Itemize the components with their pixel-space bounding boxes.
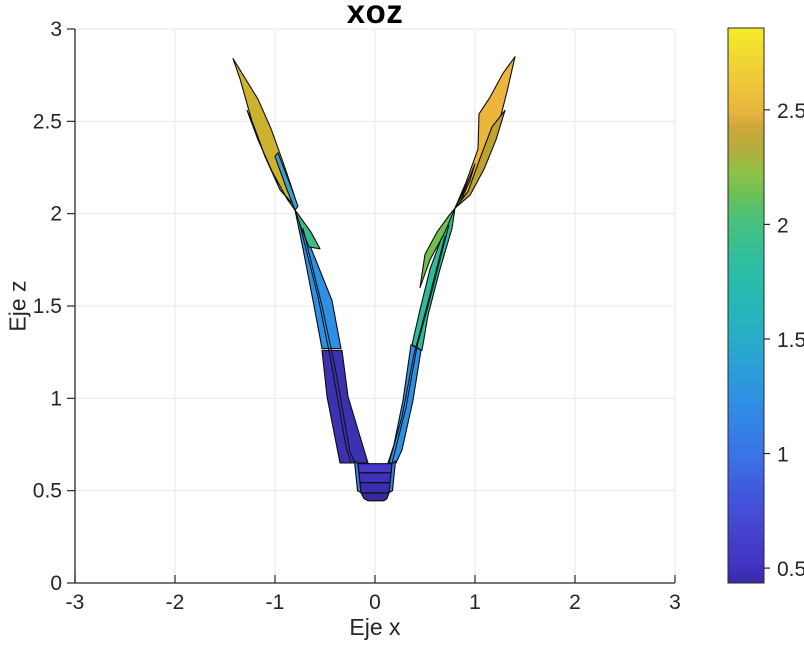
y-tick-label: 1 [50, 387, 62, 410]
y-tick-label: 3 [50, 18, 62, 41]
y-tick-label: 0.5 [33, 480, 62, 503]
surface-patch-right-blade-gold [454, 56, 516, 209]
y-axis-label: Eje z [4, 280, 31, 332]
surface-patch-cup-band-2 [358, 472, 392, 484]
surface-patch-left-blade-cyan-sliver [274, 152, 299, 211]
surface-mesh-line [302, 228, 356, 464]
y-tick-label: 2.5 [33, 110, 62, 133]
surface-patch-right-arm-yellowgreen-patch [419, 207, 456, 289]
colorbar-tick-label: 2.5 [777, 100, 804, 123]
surface-mesh-line [388, 235, 446, 464]
x-tick-label: -3 [66, 591, 85, 614]
colorbar-tick-label: 1.5 [777, 329, 804, 352]
y-tick-label: 0 [50, 572, 62, 595]
surface-patch-cup-band-4 [360, 492, 390, 502]
plot-title: xoz [346, 0, 404, 30]
x-tick-label: 0 [369, 591, 381, 614]
x-tick-label: -1 [266, 591, 285, 614]
surface-patch-cup-band-3 [359, 482, 391, 494]
colorbar [727, 27, 765, 584]
x-tick-label: 1 [469, 591, 481, 614]
x-axis-label: Eje x [349, 614, 401, 640]
x-tick-label: 3 [669, 591, 681, 614]
y-tick-label: 2 [50, 203, 62, 226]
surface-patch-left-arm-indigo-strip [321, 349, 369, 464]
surface-mesh-line [391, 224, 450, 464]
surface-mesh-line [298, 220, 352, 464]
colorbar-tick-label: 1 [777, 444, 789, 467]
x-tick-label: 2 [569, 591, 581, 614]
y-tick-label: 1.5 [33, 295, 62, 318]
colorbar-tick-label: 2 [777, 214, 789, 237]
surface-patch-right-blade-teal-sliver [454, 178, 470, 209]
surface-patch-cup-band-1 [357, 463, 393, 474]
colorbar-tick-label: 0.5 [777, 558, 804, 581]
x-tick-label: -2 [166, 591, 185, 614]
